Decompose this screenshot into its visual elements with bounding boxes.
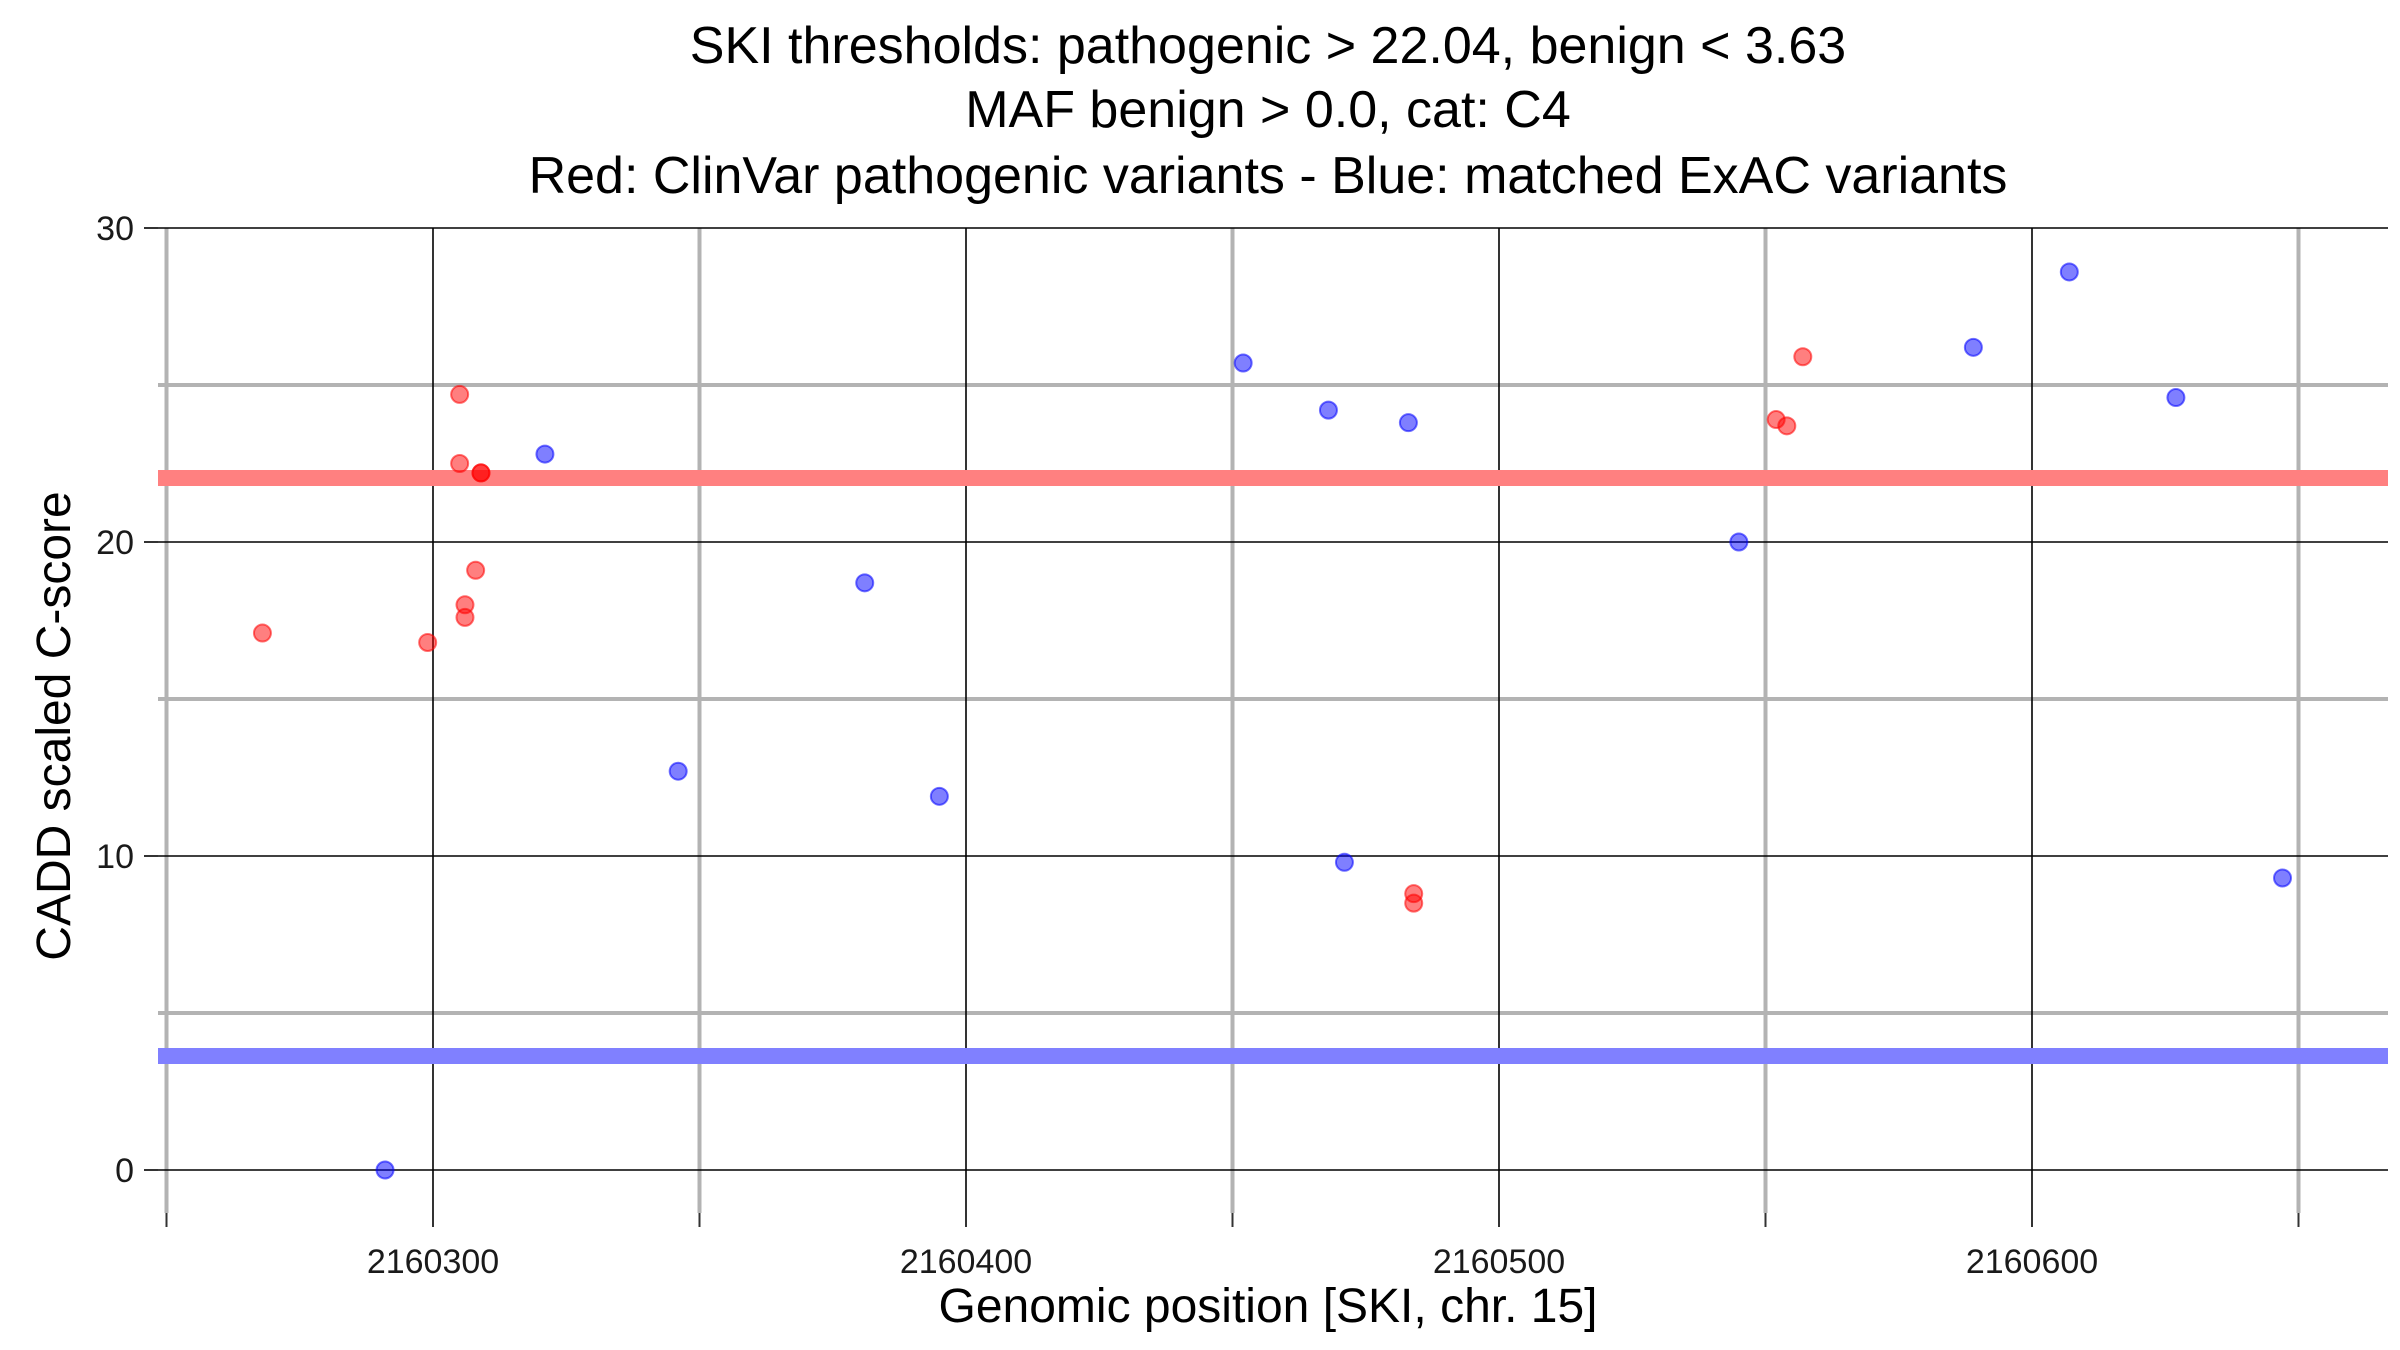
x-axis-tick-labels: 2160300 2160400 2160500 2160600 [367,1243,2098,1281]
data-point [1729,532,1749,552]
data-point [450,454,470,473]
x-tick-label: 2160500 [1433,1243,1565,1281]
chart-title-line-3: Red: ClinVar pathogenic variants - Blue:… [529,147,2008,205]
y-tick-label: 30 [96,210,134,248]
data-point [252,623,272,643]
threshold-lines [158,469,2388,1065]
y-axis-title: CADD scaled C-score [28,491,81,960]
y-tick-label: 20 [96,524,134,562]
minor-gridlines [158,228,2388,1213]
x-tick-label: 2160600 [1966,1243,2098,1281]
data-point [929,786,949,806]
data-point [1233,353,1253,373]
chart-title: SKI thresholds: pathogenic > 22.04, beni… [529,17,2008,205]
data-point [450,384,470,404]
data-point [855,573,875,593]
chart-title-line-1: SKI thresholds: pathogenic > 22.04, beni… [690,17,1846,75]
data-point [2166,388,2186,408]
data-point [1398,413,1418,433]
data-point [418,632,438,652]
x-axis-title: Genomic position [SKI, chr. 15] [939,1280,1598,1333]
data-point [1963,337,1983,357]
data-point [1777,416,1797,436]
x-tick-label: 2160300 [367,1243,499,1281]
data-point [1334,852,1354,872]
data-point [1793,347,1813,367]
data-point [466,560,486,580]
data-point [668,761,688,781]
y-axis-tick-labels: 0 10 20 30 [96,210,134,1190]
chart-title-line-2: MAF benign > 0.0, cat: C4 [965,81,1571,139]
data-point [2273,868,2293,888]
major-gridlines [158,227,2388,1213]
y-tick-label: 0 [115,1152,134,1190]
y-tick-label: 10 [96,838,134,876]
data-point [535,444,555,464]
x-tick-label: 2160400 [900,1243,1032,1281]
data-point [471,463,491,483]
data-point [455,607,475,627]
data-point [375,1160,395,1180]
data-point [2059,262,2079,282]
data-points [252,262,2293,1180]
data-point [1404,893,1424,913]
data-point [1318,400,1338,420]
axes [144,227,2300,1227]
